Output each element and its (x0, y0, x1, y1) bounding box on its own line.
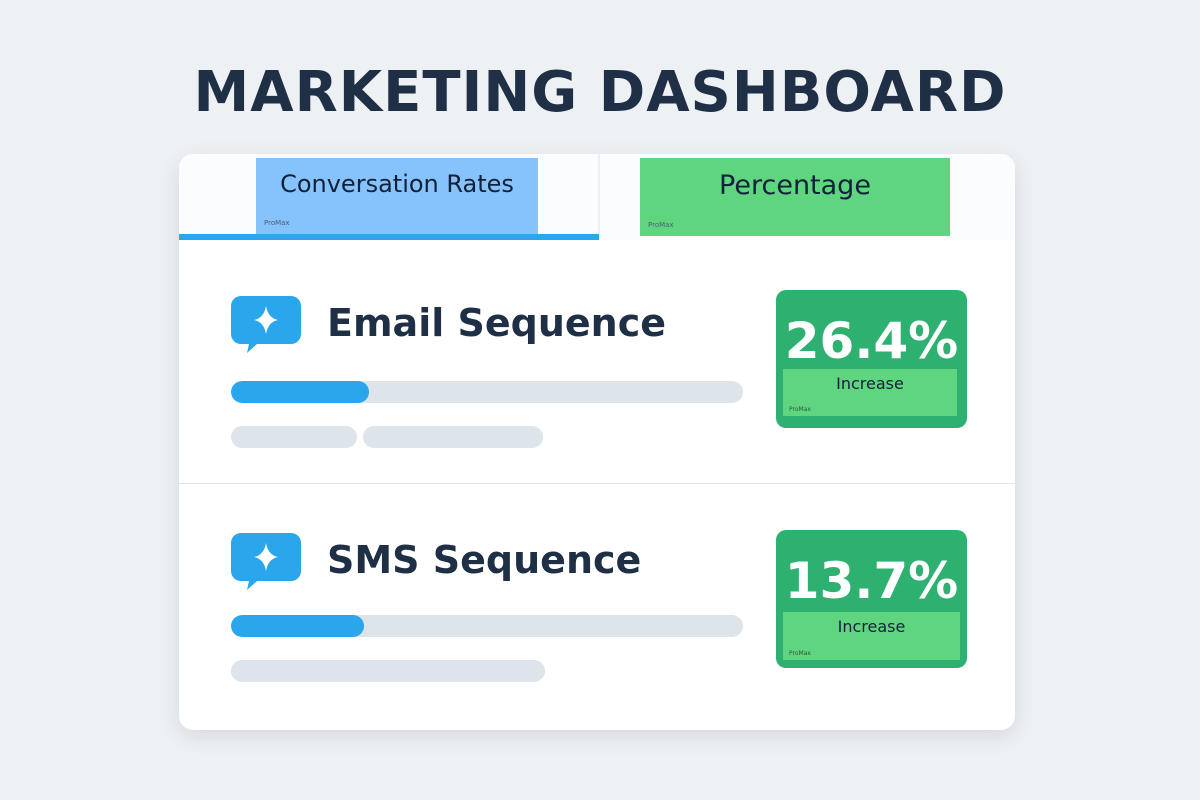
tab-bar: Conversation Rates ProMax Percentage Pro… (179, 154, 1015, 240)
stat-value: 13.7% (784, 552, 959, 610)
chat-sparkle-icon (231, 533, 301, 590)
tab-label-highlight: Conversation Rates ProMax (256, 158, 538, 234)
stat-card: 13.7% Increase ProMax (776, 530, 967, 668)
chat-sparkle-icon (231, 296, 301, 353)
dashboard-card: Conversation Rates ProMax Percentage Pro… (179, 154, 1015, 730)
placeholder-bar (363, 426, 543, 448)
tab-label: Conversation Rates (280, 170, 514, 198)
placeholder-bar (231, 660, 545, 682)
row-divider (179, 483, 1015, 484)
page-title: MARKETING DASHBOARD (193, 60, 1007, 125)
watermark: ProMax (789, 650, 811, 657)
stat-card: 26.4% Increase ProMax (776, 290, 967, 428)
tab-conversation-rates[interactable]: Conversation Rates ProMax (179, 154, 599, 240)
progress-fill (231, 381, 370, 403)
tab-divider (598, 154, 600, 240)
watermark: ProMax (648, 221, 674, 229)
stat-label: Increase (837, 617, 906, 636)
active-tab-indicator (179, 234, 599, 240)
email-sequence-row: Email Sequence 26.4% Increase ProMax (179, 240, 1015, 483)
row-title: SMS Sequence (327, 538, 642, 582)
tab-label-highlight: Percentage ProMax (640, 158, 950, 236)
stat-label-box: Increase ProMax (783, 612, 960, 660)
progress-bar[interactable] (231, 615, 743, 637)
stat-value: 26.4% (784, 312, 959, 370)
tab-percentage[interactable]: Percentage ProMax (600, 154, 1015, 240)
sms-sequence-row: SMS Sequence 13.7% Increase ProMax (179, 484, 1015, 730)
watermark: ProMax (264, 219, 290, 227)
stat-label: Increase (836, 374, 904, 393)
placeholder-bar (231, 426, 357, 448)
stat-label-box: Increase ProMax (783, 369, 957, 416)
watermark: ProMax (789, 406, 811, 413)
row-title: Email Sequence (327, 301, 666, 345)
progress-bar[interactable] (231, 381, 743, 403)
tab-label: Percentage (719, 170, 871, 201)
progress-fill (231, 615, 365, 637)
